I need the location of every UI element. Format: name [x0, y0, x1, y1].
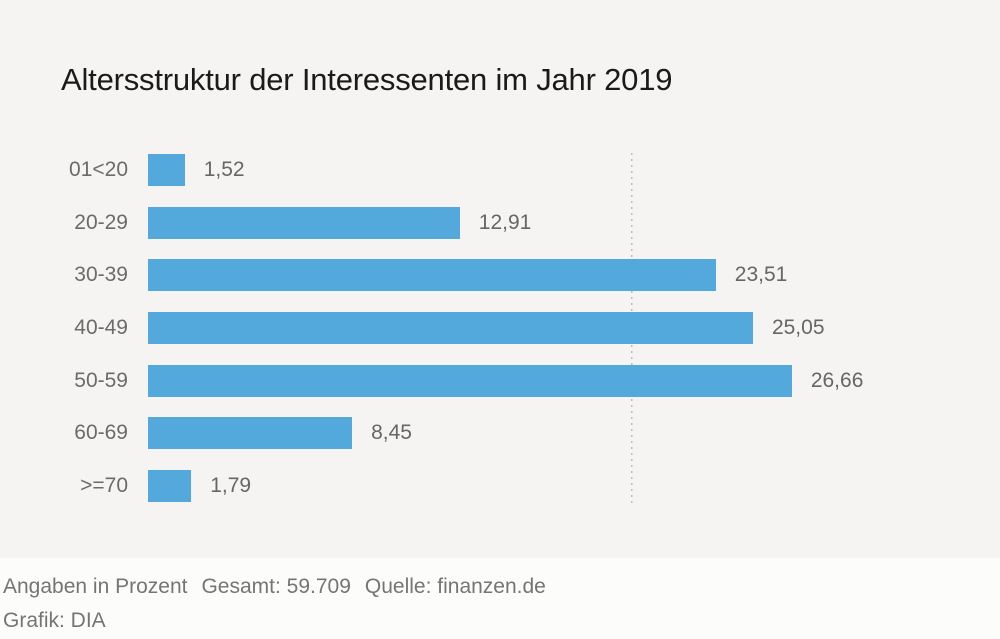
bar-chart: 01<20 1,52 20-29 12,91 30-39 23,51 40-49 25,05 5…	[0, 144, 863, 512]
bar	[148, 154, 185, 187]
bar	[148, 259, 716, 292]
value-label: 8,45	[371, 421, 412, 445]
category-label: 01<20	[69, 158, 128, 182]
category-label: 50-59	[74, 368, 128, 392]
category-label: 60-69	[74, 421, 128, 445]
source-note: Quelle: finanzen.de	[364, 575, 546, 598]
category-label: >=70	[80, 473, 128, 497]
value-label: 25,05	[771, 316, 825, 340]
value-label: 26,66	[810, 368, 864, 392]
value-label: 23,51	[734, 263, 788, 287]
unit-note: Angaben in Prozent	[3, 575, 188, 598]
bar-row: 50-59 26,66	[0, 354, 863, 407]
category-label: 40-49	[74, 316, 128, 340]
value-label: 12,91	[478, 210, 532, 234]
footer-meta: Angaben in Prozent Gesamt: 59.709 Quelle: …	[3, 575, 560, 599]
bar	[148, 312, 753, 345]
category-label: 20-29	[74, 210, 128, 234]
chart-title: Altersstruktur der Interessenten im Jahr…	[61, 62, 673, 97]
bar	[148, 469, 192, 502]
bar	[148, 417, 353, 450]
value-label: 1,79	[210, 473, 252, 497]
credit-note: Grafik: DIA	[3, 609, 106, 632]
bar-row: >=70 1,79	[0, 460, 863, 513]
bar-row: 20-29 12,91	[0, 197, 863, 250]
total-count: Gesamt: 59.709	[201, 575, 351, 598]
bar	[148, 206, 460, 239]
bar	[148, 364, 792, 397]
bar-row: 30-39 23,51	[0, 249, 863, 302]
bar-rows: 01<20 1,52 20-29 12,91 30-39 23,51 40-49 25,05 5…	[0, 144, 863, 512]
category-label: 30-39	[74, 263, 128, 287]
bar-row: 40-49 25,05	[0, 302, 863, 355]
value-label: 1,52	[203, 158, 245, 182]
footer: Angaben in Prozent Gesamt: 59.709 Quelle: …	[0, 558, 1000, 639]
bar-row: 60-69 8,45	[0, 407, 863, 460]
bar-row: 01<20 1,52	[0, 144, 863, 197]
